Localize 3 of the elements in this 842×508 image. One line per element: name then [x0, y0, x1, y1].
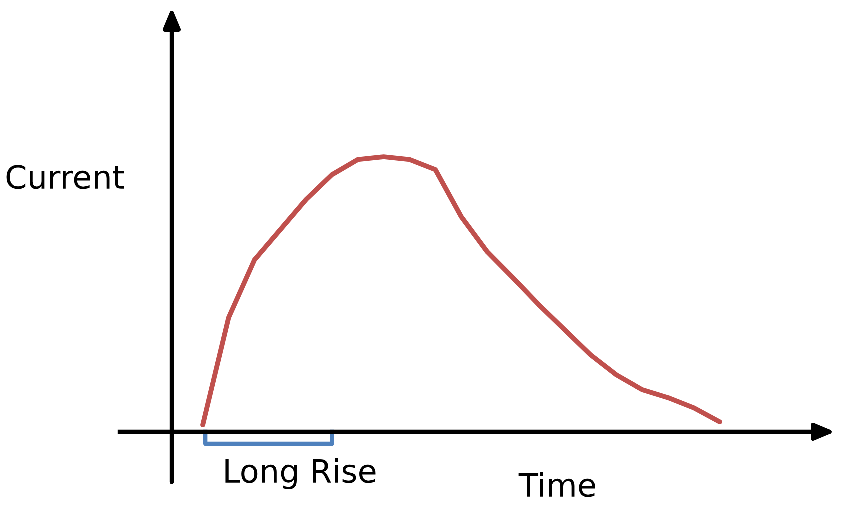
y-axis-title: Current [6, 165, 124, 190]
text: Long Rise [226, 458, 376, 490]
x-axis-title: Time [518, 472, 596, 498]
